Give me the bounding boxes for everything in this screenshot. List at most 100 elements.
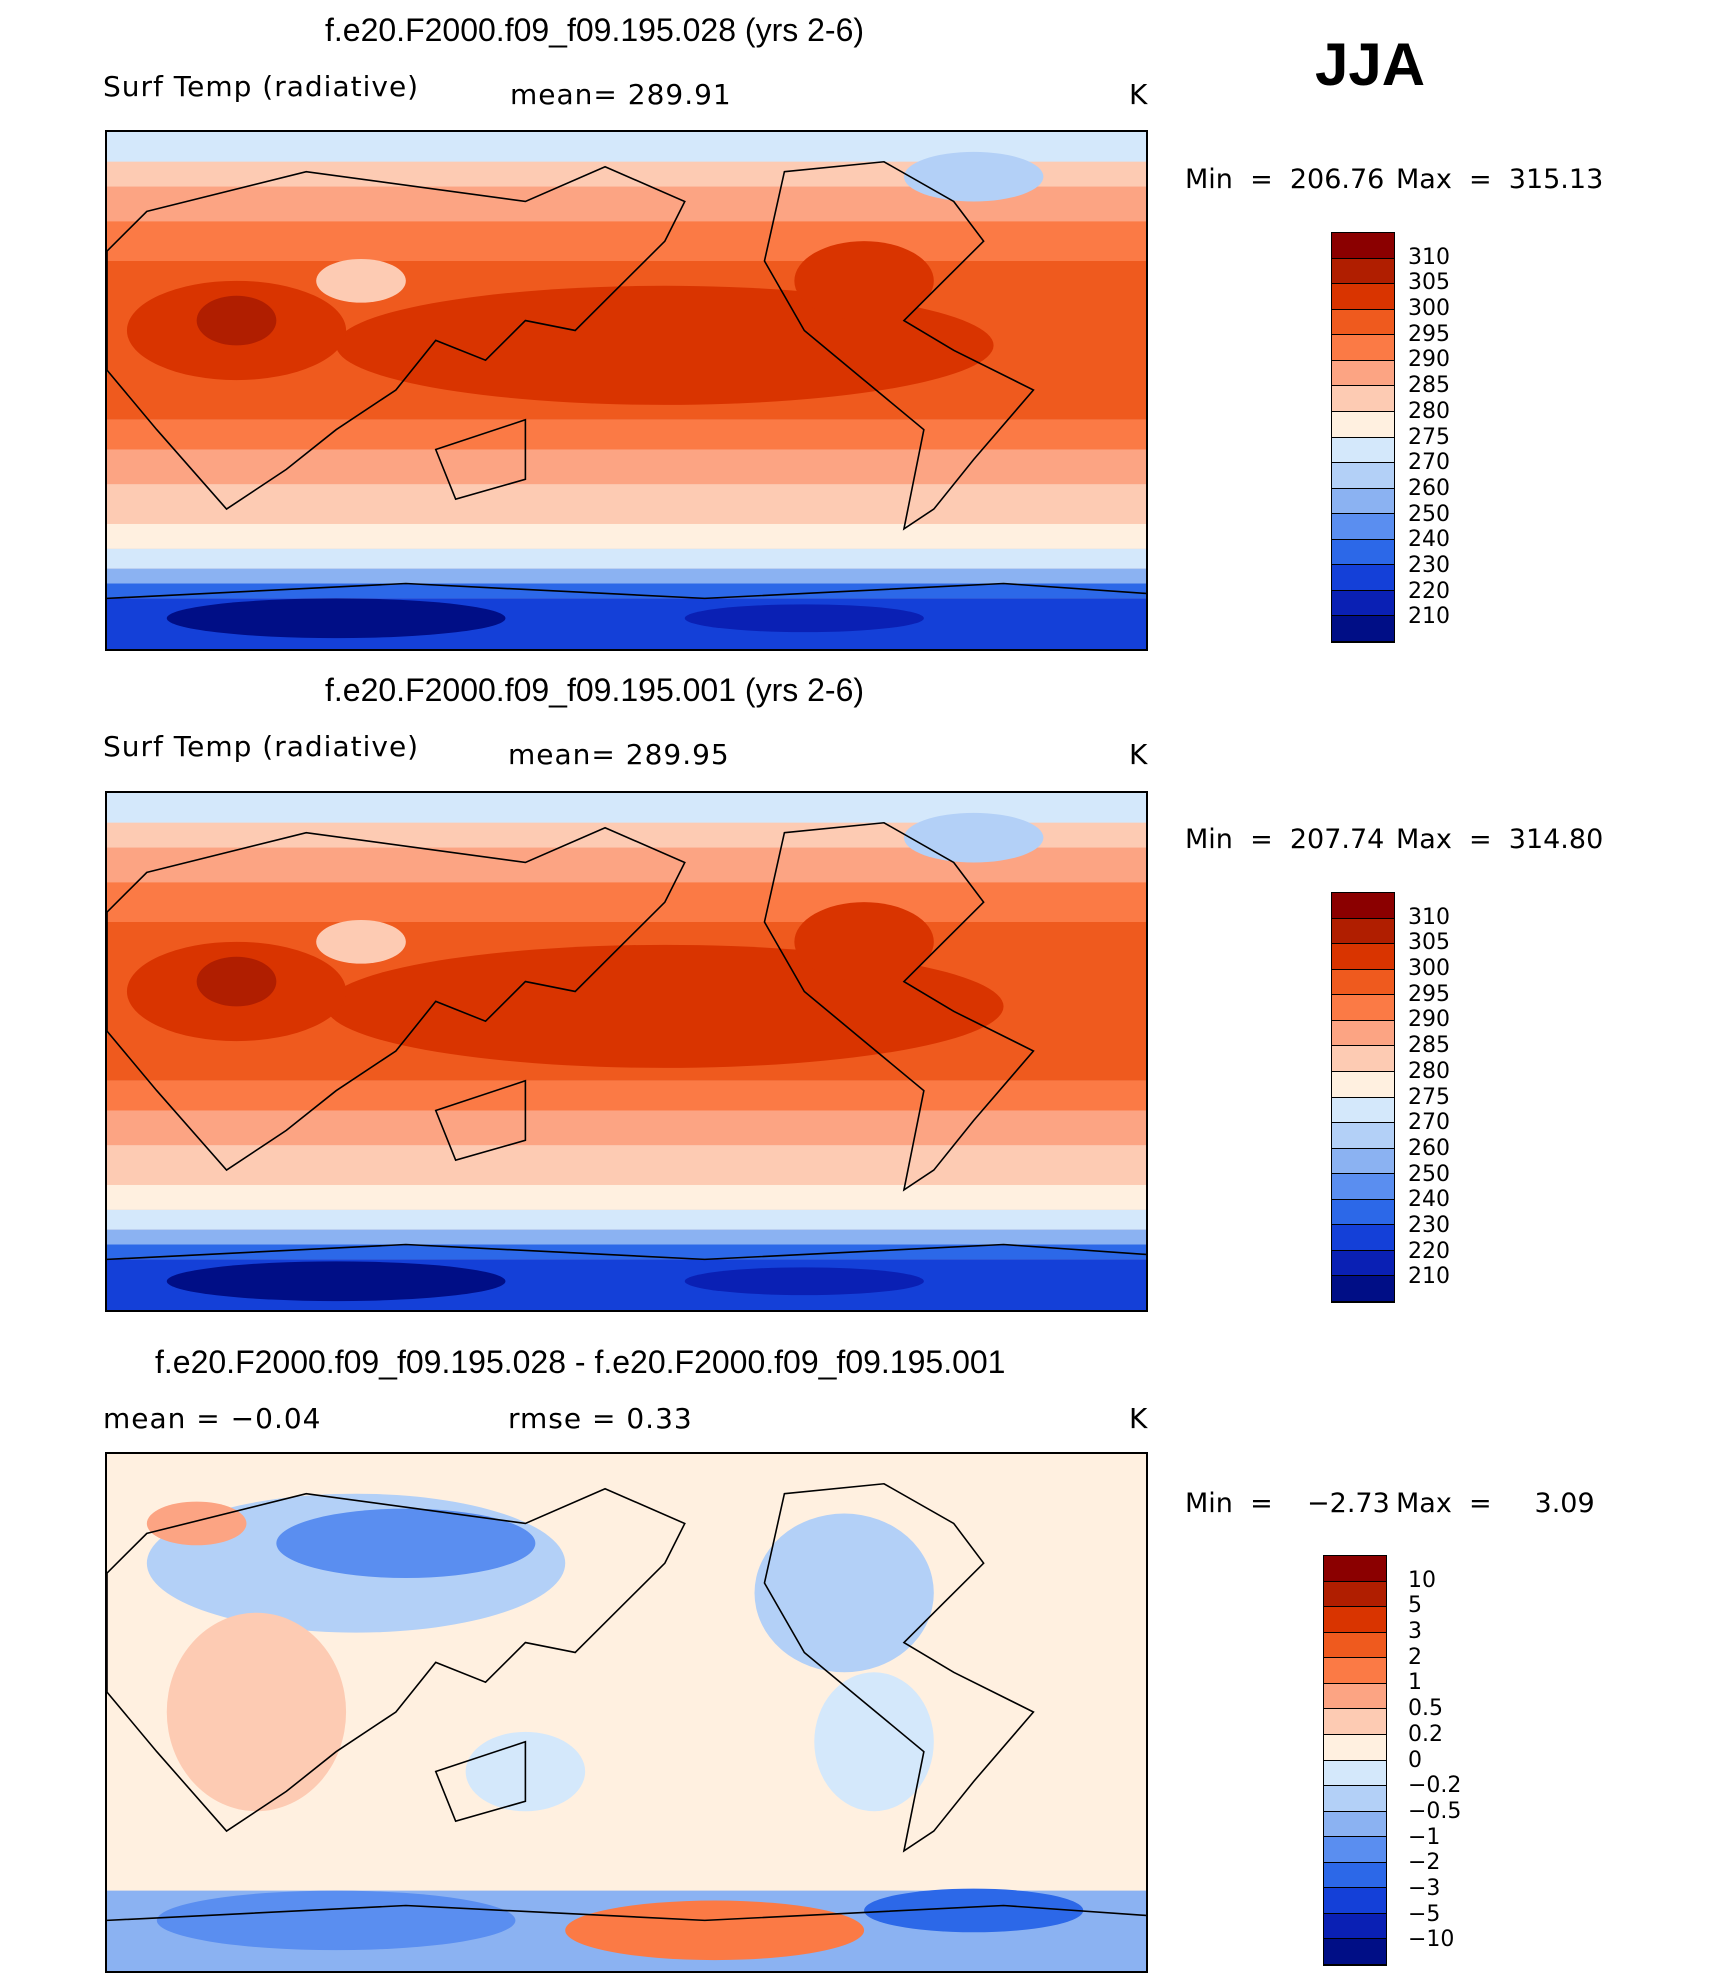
panel-2-min: Min = 207.74 [1185,824,1385,855]
colorbar-cell [1332,565,1394,591]
panel-1-mean: mean= 289.91 [510,78,732,111]
colorbar-cell [1332,514,1394,540]
colorbar-tick-label: 2 [1408,1644,1422,1670]
colorbar-tick-label: 1 [1408,1670,1422,1696]
anomaly-region [276,1508,536,1579]
colorbar-cell [1332,335,1394,361]
colorbar-cell [1332,1097,1394,1124]
cold-region [684,1267,924,1296]
panel-3-mean: mean = −0.04 [103,1402,322,1435]
colorbar-cell [1332,386,1394,412]
colorbar-cell [1332,944,1394,970]
band [107,882,1146,923]
colorbar-cell [1324,1837,1386,1863]
colorbar-cell [1332,1148,1394,1175]
colorbar-tick-label: 260 [1408,475,1450,501]
colorbar-cell [1332,258,1394,285]
colorbar-cell [1324,1811,1386,1838]
map-svg-1 [107,132,1146,649]
panel-3-title: f.e20.F2000.f09_f09.195.028 - f.e20.F200… [155,1344,1006,1380]
band [107,419,1146,450]
hot-region [196,295,277,346]
colorbar-tick-label: 305 [1408,270,1450,296]
coastline-antarctica [107,1904,1146,1922]
panel-1-units: K [1129,78,1149,111]
band [107,568,1146,584]
colorbar-tick-label: −3 [1408,1875,1441,1901]
coastline-americas [763,160,1035,531]
colorbar-cell [1332,1020,1394,1047]
colorbar-tick-label: 0.2 [1408,1721,1443,1747]
colorbar-cell [1332,309,1394,336]
panel-2-variable: Surf Temp (radiative) [103,730,420,763]
band [107,1145,1146,1185]
colorbar-2 [1331,892,1395,1303]
colorbar-tick-label: −2 [1408,1850,1441,1876]
colorbar-cell [1332,616,1394,642]
colorbar-cell [1324,1760,1386,1787]
colorbar-tick-label: 250 [1408,501,1450,527]
anomaly-region [565,1900,865,1961]
colorbar-cell [1332,995,1394,1021]
cold-region [166,598,506,639]
colorbar-tick-label: 270 [1408,1110,1450,1136]
panel-3-units: K [1129,1402,1149,1435]
colorbar-cell [1332,437,1394,464]
panel-2-title: f.e20.F2000.f09_f09.195.001 (yrs 2-6) [325,672,865,708]
colorbar-cell [1324,1939,1386,1965]
colorbar-tick-label: 285 [1408,373,1450,399]
colorbar-cell [1324,1888,1386,1914]
anomaly-region [754,1513,934,1673]
colorbar-tick-label: 270 [1408,450,1450,476]
colorbar-cell [1332,1250,1394,1277]
panel-2-units: K [1129,738,1149,771]
colorbar-tick-label: 220 [1408,578,1450,604]
colorbar-tick-label: 305 [1408,930,1450,956]
warm-region [794,902,934,982]
colorbar-tick-label: 280 [1408,1058,1450,1084]
colorbar-cell [1332,1199,1394,1226]
colorbar-tick-label: 5 [1408,1593,1422,1619]
colorbar-cell [1332,233,1394,259]
colorbar-tick-label: 300 [1408,956,1450,982]
cold-region [166,1261,506,1302]
colorbar-cell [1332,1174,1394,1200]
colorbar-tick-label: 285 [1408,1033,1450,1059]
colorbar-tick-label: 290 [1408,347,1450,373]
colorbar-cell [1332,488,1394,515]
colorbar-tick-label: 310 [1408,904,1450,930]
band [107,1184,1146,1210]
band [107,1110,1146,1146]
colorbar-cell [1332,969,1394,996]
colorbar-cell [1332,918,1394,945]
panel-1-map [105,130,1148,651]
band [107,548,1146,569]
colorbar-tick-label: −5 [1408,1901,1441,1927]
colorbar-cell [1332,1046,1394,1072]
colorbar-tick-label: 250 [1408,1161,1450,1187]
band [107,1229,1146,1245]
colorbar-cell [1332,539,1394,566]
warm-pool [336,285,994,405]
colorbar-cell [1324,1658,1386,1684]
band [107,221,1146,262]
band [107,484,1146,524]
anomaly-region [166,1612,347,1812]
colorbar-tick-label: 0 [1408,1747,1422,1773]
panel-3-max: Max = 3.09 [1396,1488,1595,1519]
colorbar-tick-label: 10 [1408,1567,1436,1593]
band [107,1244,1146,1260]
anomaly-region [864,1888,1084,1933]
colorbar-tick-label: −10 [1408,1927,1455,1953]
colorbar-tick-label: 295 [1408,981,1450,1007]
greenland-region [903,151,1044,202]
colorbar-tick-label: 240 [1408,1187,1450,1213]
hot-region [196,956,277,1007]
colorbar-cell [1332,1276,1394,1302]
panel-3-min: Min = −2.73 [1185,1488,1390,1519]
panel-1-min: Min = 206.76 [1185,164,1385,195]
colorbar-tick-label: 275 [1408,1084,1450,1110]
colorbar-cell [1324,1734,1386,1761]
colorbar-1 [1331,232,1395,643]
panel-2-map [105,791,1148,1312]
